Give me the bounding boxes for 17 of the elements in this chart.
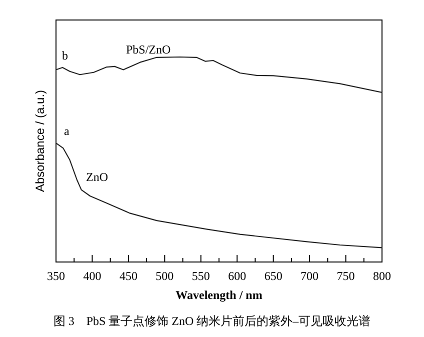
xtick-label: 750 (336, 269, 355, 283)
xtick-label: 700 (300, 269, 319, 283)
x-axis-title: Wavelength / nm (176, 288, 262, 302)
xtick-label: 500 (156, 269, 174, 283)
caption: 图 3 PbS 量子点修饰 ZnO 纳米片前后的紫外–可见吸收光谱 (53, 314, 371, 328)
xtick-label: 350 (47, 269, 65, 283)
xtick-label: 400 (83, 269, 102, 283)
series-label: a (64, 124, 70, 138)
xtick-label: 550 (192, 269, 210, 283)
xtick-label: 450 (119, 269, 138, 283)
annotation: ZnO (86, 170, 108, 184)
xtick-label: 650 (264, 269, 282, 283)
annotation: PbS/ZnO (126, 42, 171, 57)
xtick-label: 800 (373, 269, 391, 283)
xtick-label: 600 (228, 269, 246, 283)
series-label: b (62, 48, 68, 63)
y-axis-title: Absorbance / (a.u.) (33, 90, 47, 192)
